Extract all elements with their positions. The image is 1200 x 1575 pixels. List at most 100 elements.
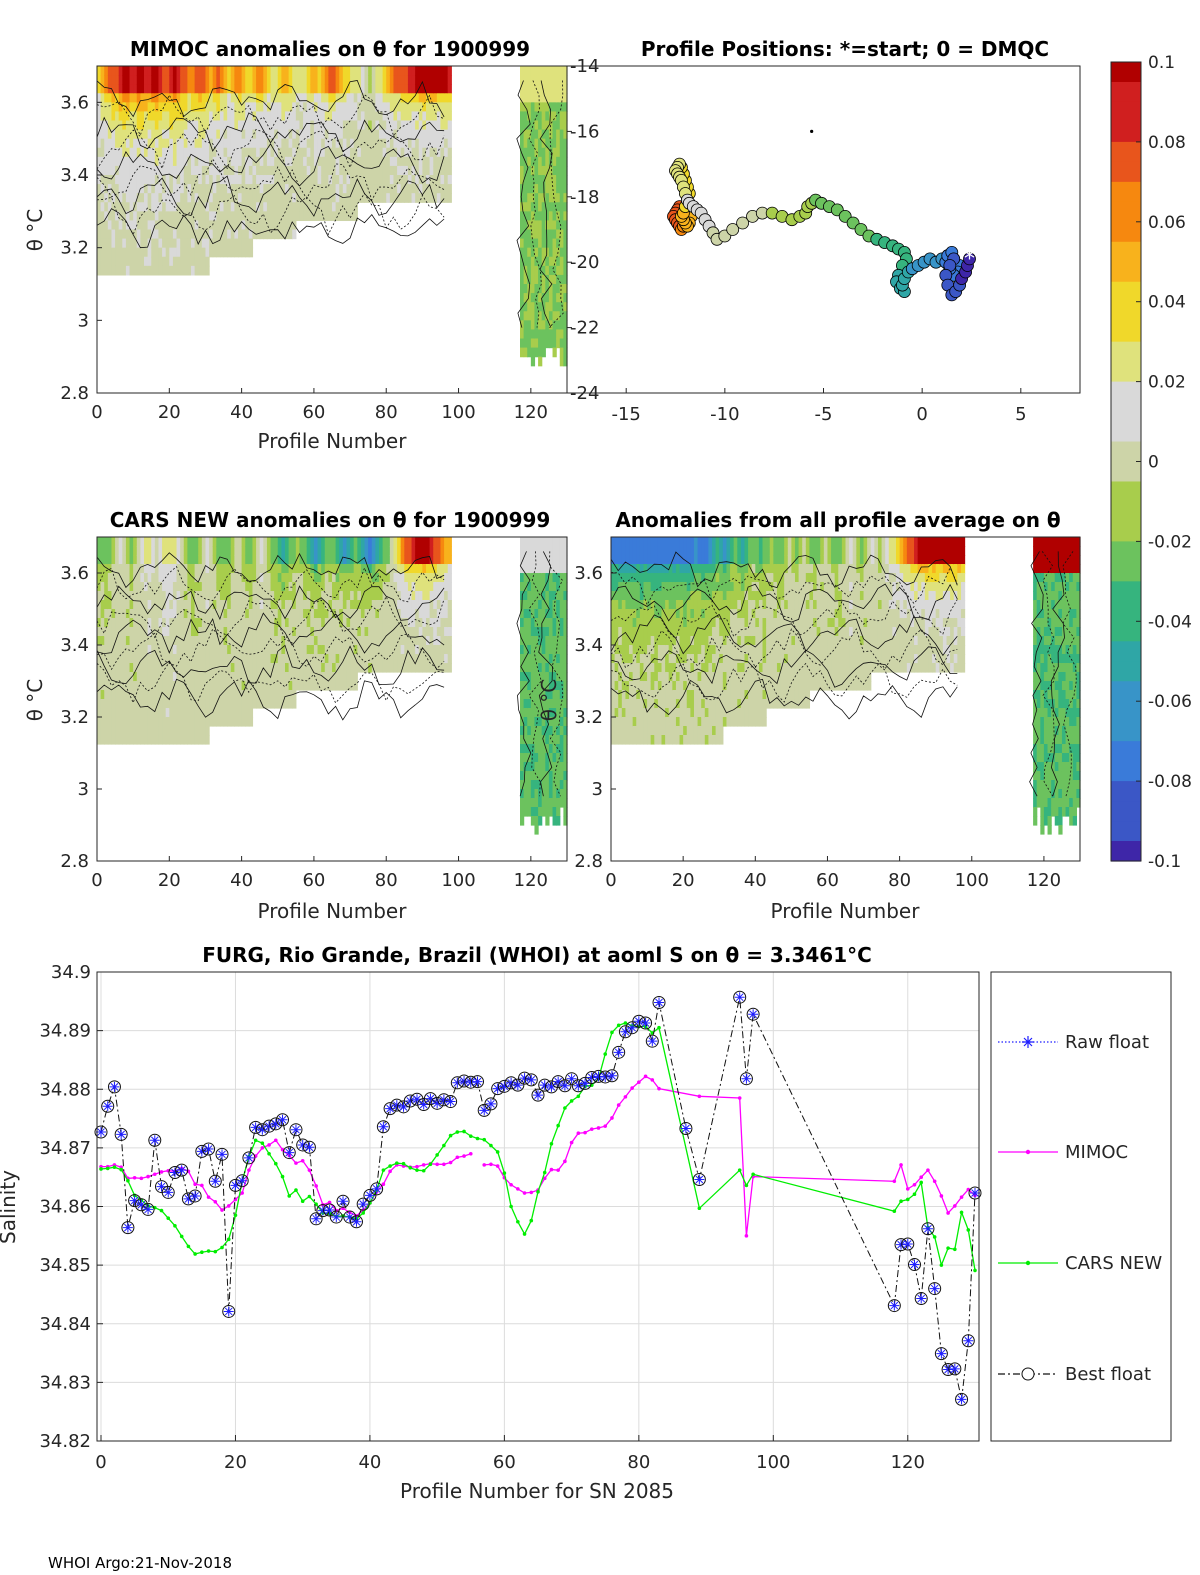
heatmap-cell bbox=[371, 147, 376, 158]
heatmap-cell bbox=[172, 564, 178, 574]
heatmap-cell bbox=[415, 184, 420, 194]
heatmap-cell bbox=[534, 636, 539, 646]
heatmap-cell bbox=[317, 654, 322, 664]
heatmap-cell bbox=[559, 546, 564, 556]
heatmap-cell bbox=[194, 672, 199, 682]
heatmap-cell bbox=[180, 690, 185, 700]
heatmap-cell bbox=[270, 102, 275, 113]
heatmap-cell bbox=[639, 582, 645, 592]
heatmap-cell bbox=[285, 138, 290, 149]
heatmap-cell bbox=[379, 165, 384, 176]
heatmap-cell bbox=[169, 229, 174, 240]
heatmap-cell bbox=[360, 102, 366, 113]
heatmap-cell bbox=[227, 564, 232, 574]
x-tick-label: 0 bbox=[91, 402, 102, 423]
heatmap-cell bbox=[162, 654, 167, 664]
heatmap-cell bbox=[147, 654, 152, 664]
heatmap-cell bbox=[559, 202, 564, 212]
heatmap-cell bbox=[100, 165, 105, 176]
heatmap-cell bbox=[411, 627, 416, 637]
heatmap-cell bbox=[447, 111, 452, 122]
heatmap-cell bbox=[317, 645, 322, 655]
heatmap-cell bbox=[339, 654, 344, 664]
heatmap-cell bbox=[407, 627, 413, 637]
heatmap-cell bbox=[328, 120, 333, 131]
heatmap-cell bbox=[636, 627, 641, 637]
heatmap-cell bbox=[111, 66, 116, 76]
heatmap-cell bbox=[129, 211, 134, 222]
heatmap-cell bbox=[559, 618, 564, 628]
heatmap-cell bbox=[368, 591, 373, 601]
heatmap-cell bbox=[342, 120, 348, 131]
heatmap-cell bbox=[115, 102, 120, 113]
heatmap-cell bbox=[541, 555, 546, 565]
heatmap-cell bbox=[426, 156, 431, 167]
heatmap-cell bbox=[107, 735, 113, 745]
heatmap-cell bbox=[324, 681, 329, 691]
heatmap-cell bbox=[241, 247, 246, 258]
heatmap-cell bbox=[285, 75, 290, 85]
heatmap-cell bbox=[527, 247, 532, 258]
heatmap-cell bbox=[552, 546, 557, 556]
heatmap-cell bbox=[632, 600, 637, 610]
heatmap-cell bbox=[389, 591, 395, 601]
heatmap-cell bbox=[230, 229, 235, 240]
heatmap-cell bbox=[288, 202, 293, 212]
heatmap-cell bbox=[350, 102, 355, 113]
heatmap-cell bbox=[357, 573, 362, 583]
heatmap-cell bbox=[317, 184, 322, 194]
heatmap-cell bbox=[263, 84, 268, 94]
heatmap-cell bbox=[183, 184, 188, 194]
heatmap-cell bbox=[632, 636, 637, 646]
heatmap-cell bbox=[639, 591, 645, 601]
heatmap-cell bbox=[350, 618, 355, 628]
heatmap-cell bbox=[187, 546, 192, 556]
heatmap-cell bbox=[140, 609, 145, 619]
heatmap-cell bbox=[632, 645, 637, 655]
heatmap-cell bbox=[527, 564, 532, 574]
heatmap-cell bbox=[350, 75, 355, 85]
heatmap-cell bbox=[252, 84, 257, 94]
heatmap-cell bbox=[552, 636, 557, 646]
heatmap-cell bbox=[614, 645, 619, 655]
heatmap-cell bbox=[436, 609, 442, 619]
heatmap-cell bbox=[241, 618, 246, 628]
heatmap-cell bbox=[375, 645, 380, 655]
heatmap-cell bbox=[172, 238, 178, 249]
heatmap-cell bbox=[527, 789, 532, 799]
heatmap-cell bbox=[411, 645, 416, 655]
heatmap-cell bbox=[245, 129, 250, 140]
heatmap-cell bbox=[176, 102, 181, 113]
heatmap-cell bbox=[263, 229, 268, 240]
heatmap-cell bbox=[172, 229, 178, 240]
heatmap-cell bbox=[625, 645, 630, 655]
heatmap-cell bbox=[165, 175, 170, 185]
heatmap-cell bbox=[154, 717, 160, 727]
heatmap-cell bbox=[530, 329, 536, 340]
heatmap-cell bbox=[180, 111, 185, 122]
heatmap-cell bbox=[147, 717, 152, 727]
heatmap-cell bbox=[545, 311, 550, 321]
heatmap-cell bbox=[165, 265, 170, 276]
heatmap-cell bbox=[144, 193, 149, 203]
heatmap-cell bbox=[266, 93, 272, 103]
heatmap-cell bbox=[212, 591, 217, 601]
heatmap-cell bbox=[303, 573, 308, 583]
heatmap-cell bbox=[129, 546, 134, 556]
heatmap-cell bbox=[429, 75, 434, 85]
heatmap-cell bbox=[563, 708, 568, 718]
heatmap-cell bbox=[285, 573, 290, 583]
heatmap-cell bbox=[404, 184, 409, 194]
heatmap-cell bbox=[133, 555, 138, 565]
heatmap-cell bbox=[133, 618, 138, 628]
heatmap-cell bbox=[548, 771, 554, 781]
heatmap-cell bbox=[523, 690, 528, 700]
heatmap-cell bbox=[400, 129, 405, 140]
heatmap-cell bbox=[158, 120, 163, 131]
heatmap-cell bbox=[426, 618, 431, 628]
heatmap-cell bbox=[227, 111, 232, 122]
heatmap-cell bbox=[154, 102, 160, 113]
heatmap-cell bbox=[563, 129, 568, 140]
heatmap-cell bbox=[136, 663, 141, 673]
heatmap-cell bbox=[538, 102, 543, 113]
